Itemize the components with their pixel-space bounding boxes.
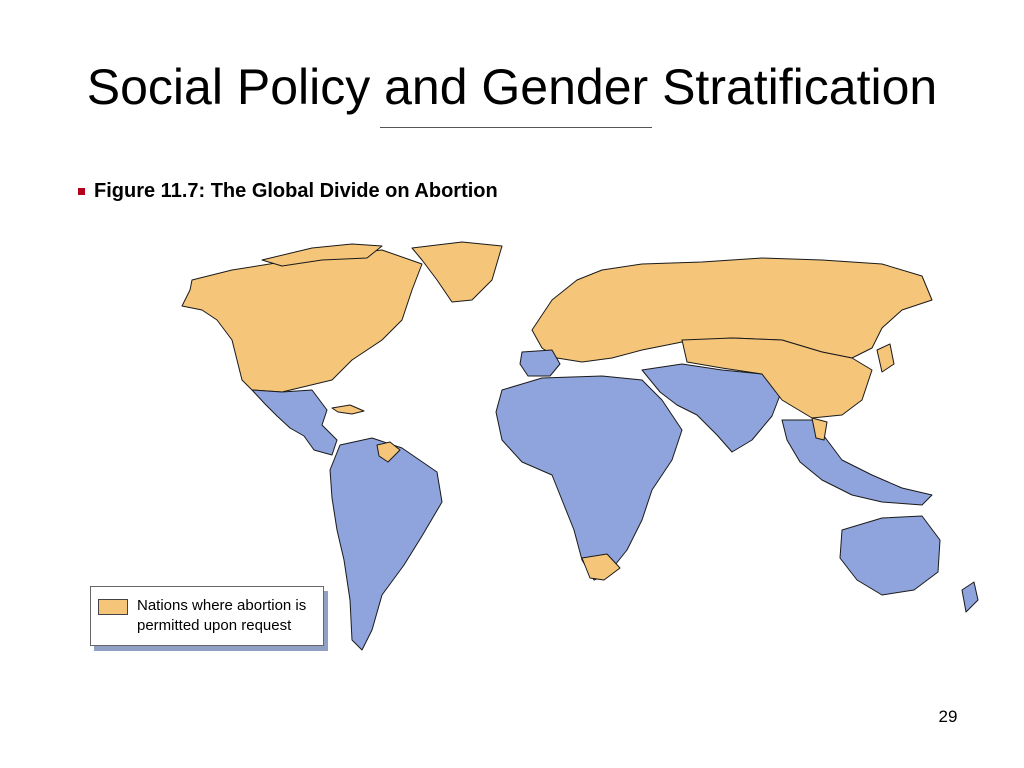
region-australia bbox=[839, 515, 941, 596]
region-central-asia-china bbox=[681, 337, 873, 419]
region-korea-japan bbox=[876, 343, 895, 373]
region-cuba bbox=[331, 404, 365, 415]
region-africa bbox=[495, 375, 683, 581]
region-arctic-islands bbox=[261, 243, 383, 267]
legend-label: Nations where abortion is permitted upon… bbox=[137, 597, 307, 634]
figure-caption-text: Figure 11.7: The Global Divide on Aborti… bbox=[94, 180, 498, 202]
region-mexico-central-america bbox=[251, 389, 338, 456]
region-southeast-asia bbox=[781, 419, 933, 506]
region-south-africa bbox=[581, 553, 621, 581]
region-new-zealand bbox=[961, 581, 979, 613]
region-iberia bbox=[519, 349, 561, 377]
figure-caption: Figure 11.7: The Global Divide on Aborti… bbox=[78, 180, 498, 203]
page-number: 29 bbox=[938, 707, 958, 726]
region-europe-russia bbox=[531, 257, 933, 363]
slide-title: Social Policy and Gender Stratification bbox=[86, 59, 938, 115]
region-vietnam bbox=[811, 417, 828, 441]
region-north-america bbox=[181, 249, 423, 393]
region-guianas bbox=[376, 441, 401, 463]
bullet-icon bbox=[78, 188, 85, 195]
world-map bbox=[82, 240, 1022, 655]
region-greenland bbox=[411, 241, 503, 303]
world-map-svg bbox=[181, 241, 979, 651]
title-underline bbox=[380, 127, 652, 128]
legend-swatch bbox=[98, 599, 128, 615]
region-south-america bbox=[329, 437, 443, 651]
region-middle-east-south-asia bbox=[641, 363, 783, 453]
map-legend: Nations where abortion is permitted upon… bbox=[90, 586, 324, 646]
